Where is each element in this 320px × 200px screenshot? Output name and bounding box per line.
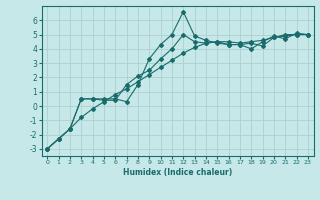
X-axis label: Humidex (Indice chaleur): Humidex (Indice chaleur) <box>123 168 232 177</box>
